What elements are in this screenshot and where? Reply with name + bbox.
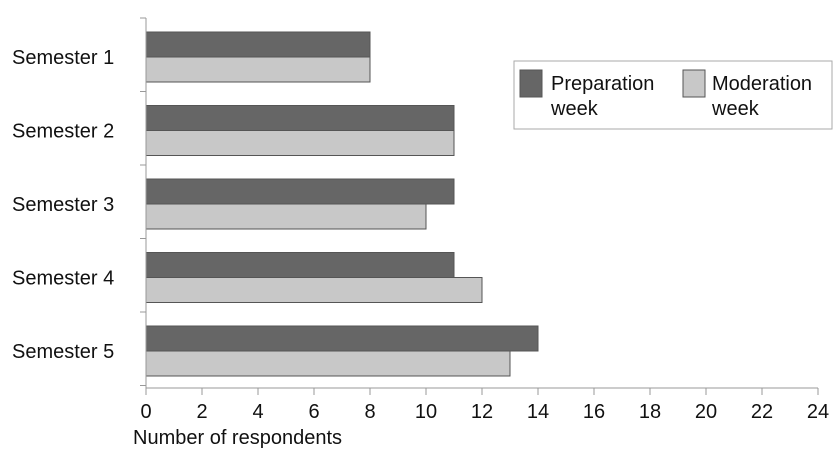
legend-box: [513, 60, 833, 130]
x-tick-label: 22: [751, 401, 773, 423]
moderation-swatch: [682, 69, 706, 98]
x-tick-label: 10: [415, 401, 437, 423]
category-label: Semester 4: [12, 268, 114, 290]
x-tick-label: 14: [527, 401, 549, 423]
bar-moderation-semester-1: [145, 56, 371, 83]
bar-preparation-semester-5: [145, 325, 539, 352]
labels-layer: Semester 1 Semester 2 Semester 3 Semester 4…: [12, 47, 114, 363]
x-tick-label: 24: [807, 401, 829, 423]
legend-label: week: [711, 98, 760, 120]
x-tick-label: 6: [308, 401, 319, 423]
category-label: Semester 2: [12, 121, 114, 143]
category-label: Semester 5: [12, 341, 114, 363]
x-tick-label: 4: [252, 401, 263, 423]
x-tick-label: 20: [695, 401, 717, 423]
bar-moderation-semester-3: [145, 203, 427, 230]
bar-preparation-semester-2: [145, 105, 455, 131]
preparation-swatch: [519, 69, 543, 98]
x-tick-label: 0: [140, 401, 151, 423]
bar-preparation-semester-4: [145, 252, 455, 278]
bars-layer: [145, 31, 539, 377]
x-tick-label: 12: [471, 401, 493, 423]
bar-preparation-semester-1: [145, 31, 371, 58]
legend: Preparation week Moderation week: [513, 60, 833, 130]
axes-layer: 0 2 4 6 8 10 12 14 16 18 20 22 24: [140, 17, 829, 423]
x-tick-label: 2: [196, 401, 207, 423]
category-label: Semester 1: [12, 47, 114, 69]
x-tick-label: 18: [639, 401, 661, 423]
x-tick-label: 16: [583, 401, 605, 423]
legend-label: Moderation: [712, 73, 812, 95]
x-tick-label: 8: [364, 401, 375, 423]
bar-moderation-semester-5: [145, 350, 511, 377]
bar-moderation-semester-4: [145, 277, 483, 303]
x-axis-title: Number of respondents: [133, 427, 342, 449]
bar-preparation-semester-3: [145, 178, 455, 205]
bar-moderation-semester-2: [145, 130, 455, 156]
legend-label: week: [550, 98, 599, 120]
category-label: Semester 3: [12, 194, 114, 216]
legend-label: Preparation: [551, 73, 654, 95]
